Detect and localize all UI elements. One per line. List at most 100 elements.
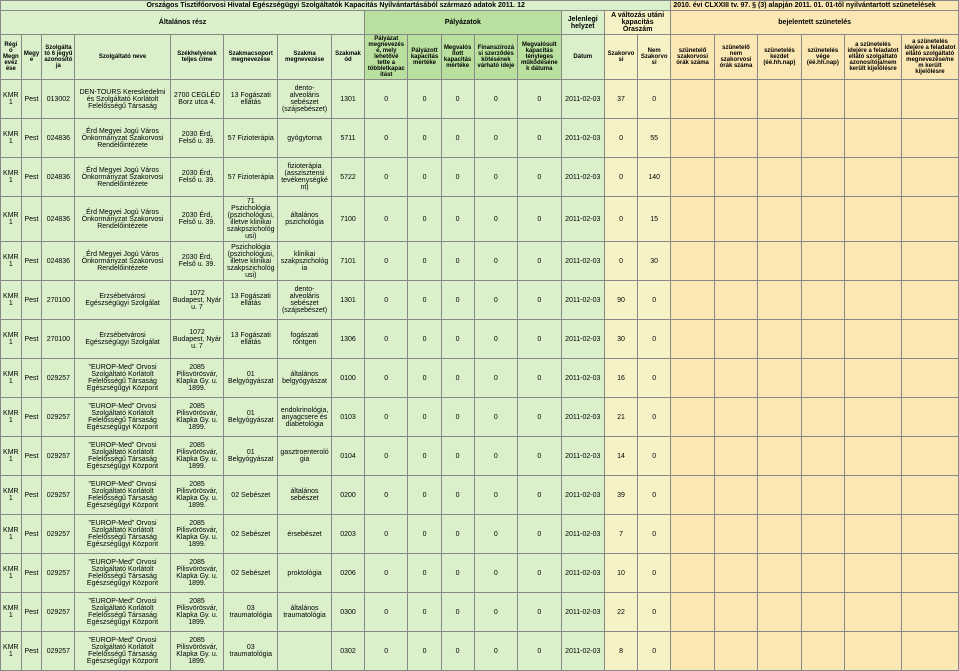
column-header: a szünetelés idejére a feladatot ellátó … [845, 35, 902, 80]
cell [714, 359, 757, 398]
cell: 01 Belgyógyászat [224, 359, 278, 398]
cell: 39 [604, 476, 637, 515]
cell: Erzsébetvárosi Egészségügyi Szolgálat [75, 281, 170, 320]
cell [714, 437, 757, 476]
cell: 2011-02-03 [561, 281, 604, 320]
cell: 57 Fizioterápia [224, 119, 278, 158]
cell: 029257 [42, 632, 75, 671]
group-bejelentett: bejelentett szünetelés [671, 11, 959, 35]
cell [278, 632, 332, 671]
cell: 1306 [331, 320, 364, 359]
cell: 0 [518, 359, 561, 398]
cell: 2085 Pilisvörösvár, Klapka Gy. u. 1899. [170, 632, 224, 671]
cell: 1301 [331, 80, 364, 119]
cell: 0 [408, 158, 441, 197]
cell: KMR1 [1, 242, 22, 281]
cell [901, 281, 958, 320]
cell: 0 [638, 281, 671, 320]
cell: 0 [441, 554, 474, 593]
cell: 0 [365, 476, 408, 515]
table-row: KMR1Pest024836Érd Megyei Jogú Város Önko… [1, 119, 959, 158]
cell: KMR1 [1, 281, 22, 320]
cell [901, 359, 958, 398]
cell [901, 80, 958, 119]
cell: 0 [365, 281, 408, 320]
cell [845, 320, 902, 359]
cell [671, 515, 714, 554]
cell: dento-alveoláris sebészet (szájsebészet) [278, 80, 332, 119]
cell: 0 [365, 197, 408, 242]
table-row: KMR1Pest029257"EUROP-Med" Orvosi Szolgál… [1, 554, 959, 593]
table-row: KMR1Pest270100Erzsébetvárosi Egészségügy… [1, 281, 959, 320]
cell [801, 119, 844, 158]
table-row: KMR1Pest024836Érd Megyei Jogú Város Önko… [1, 242, 959, 281]
cell [901, 119, 958, 158]
cell: Érd Megyei Jogú Város Önkormányzat Szako… [75, 119, 170, 158]
cell [758, 554, 801, 593]
cell: 5711 [331, 119, 364, 158]
cell [671, 80, 714, 119]
cell: endokrinológia, anyagcsere és diabetológ… [278, 398, 332, 437]
cell: 0 [441, 515, 474, 554]
cell: általános pszichológia [278, 197, 332, 242]
cell: 0 [604, 242, 637, 281]
cell: 0 [408, 359, 441, 398]
cell: 0 [408, 119, 441, 158]
cell: 2085 Pilisvörösvár, Klapka Gy. u. 1899. [170, 593, 224, 632]
cell [714, 242, 757, 281]
cell: 0 [518, 437, 561, 476]
cell: 13 Fogászati ellátás [224, 320, 278, 359]
cell: 029257 [42, 437, 75, 476]
cell: 024836 [42, 197, 75, 242]
cell: 0 [365, 632, 408, 671]
cell: 0 [365, 437, 408, 476]
cell: 0 [604, 158, 637, 197]
cell [758, 80, 801, 119]
cell: 1301 [331, 281, 364, 320]
group-altalanos: Általános rész [1, 11, 365, 35]
cell: KMR1 [1, 515, 22, 554]
cell: Erzsébetvárosi Egészségügyi Szolgálat [75, 320, 170, 359]
cell: 0 [474, 398, 517, 437]
column-header: a szünetelés idejére a feladatot ellátó … [901, 35, 958, 80]
cell: 2030 Érd, Felső u. 39. [170, 119, 224, 158]
cell: 0 [604, 197, 637, 242]
cell: 0103 [331, 398, 364, 437]
cell: 0 [638, 593, 671, 632]
cell [758, 515, 801, 554]
column-header: Szakmacsoport megnevezése [224, 35, 278, 80]
cell [845, 242, 902, 281]
cell [845, 476, 902, 515]
cell: 270100 [42, 281, 75, 320]
cell: "EUROP-Med" Orvosi Szolgáltató Korlátolt… [75, 398, 170, 437]
cell: Érd Megyei Jogú Város Önkormányzat Szako… [75, 158, 170, 197]
cell: Pest [21, 437, 42, 476]
cell: 8 [604, 632, 637, 671]
cell: 0 [441, 320, 474, 359]
cell [845, 158, 902, 197]
cell [901, 437, 958, 476]
cell [714, 515, 757, 554]
cell: KMR1 [1, 398, 22, 437]
cell: 2011-02-03 [561, 476, 604, 515]
right-note: 2010. évi CLXXIII tv. 97. § (3) alapján … [671, 1, 959, 11]
cell [845, 281, 902, 320]
cell: 0 [474, 515, 517, 554]
cell [845, 119, 902, 158]
cell: 0 [441, 437, 474, 476]
cell [671, 593, 714, 632]
cell: 0 [474, 242, 517, 281]
cell: 0 [441, 632, 474, 671]
cell: 16 [604, 359, 637, 398]
column-header: Megvalósított kapacitás mértéke [441, 35, 474, 80]
cell: 0 [604, 119, 637, 158]
cell: 30 [604, 320, 637, 359]
cell [801, 242, 844, 281]
cell: 029257 [42, 593, 75, 632]
cell: KMR1 [1, 437, 22, 476]
cell: 0 [441, 593, 474, 632]
cell: Pest [21, 632, 42, 671]
cell: 0 [365, 320, 408, 359]
cell [758, 476, 801, 515]
cell: Pest [21, 242, 42, 281]
